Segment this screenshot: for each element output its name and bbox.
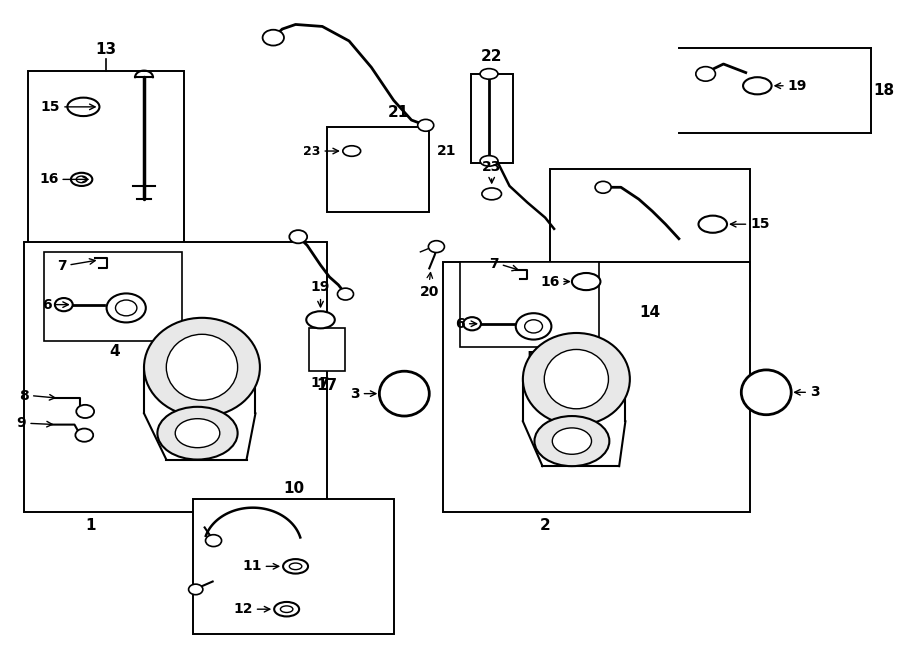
Circle shape	[76, 428, 94, 442]
Text: 22: 22	[481, 49, 502, 64]
Text: 2: 2	[540, 518, 551, 532]
Circle shape	[263, 30, 284, 46]
Text: 7: 7	[57, 260, 67, 273]
Text: 15: 15	[751, 217, 770, 231]
Text: 21: 21	[388, 105, 409, 120]
Circle shape	[189, 584, 202, 594]
Ellipse shape	[71, 173, 93, 186]
Circle shape	[205, 535, 221, 547]
Text: 4: 4	[109, 344, 120, 359]
Circle shape	[428, 241, 445, 252]
Text: 8: 8	[19, 389, 29, 402]
Text: 12: 12	[233, 602, 253, 616]
Text: 19: 19	[788, 79, 807, 93]
Text: 13: 13	[95, 42, 116, 58]
Ellipse shape	[743, 77, 771, 95]
Ellipse shape	[68, 97, 99, 116]
Text: 16: 16	[540, 275, 560, 289]
Circle shape	[696, 67, 716, 81]
Ellipse shape	[516, 313, 552, 340]
Text: 3: 3	[350, 387, 360, 401]
Circle shape	[76, 405, 94, 418]
Ellipse shape	[306, 311, 335, 328]
Text: 20: 20	[419, 285, 439, 299]
Ellipse shape	[115, 300, 137, 316]
Ellipse shape	[464, 317, 481, 330]
Text: 23: 23	[303, 144, 320, 158]
Text: 11: 11	[242, 559, 262, 573]
Ellipse shape	[553, 428, 591, 454]
Ellipse shape	[572, 273, 600, 290]
Ellipse shape	[55, 298, 73, 311]
Text: 18: 18	[873, 83, 895, 98]
Ellipse shape	[698, 216, 727, 233]
Circle shape	[418, 119, 434, 131]
Text: 7: 7	[490, 258, 499, 271]
Circle shape	[338, 288, 354, 300]
Ellipse shape	[523, 333, 630, 425]
Ellipse shape	[106, 293, 146, 322]
Text: 9: 9	[17, 416, 26, 430]
Circle shape	[595, 181, 611, 193]
Bar	[472, 74, 513, 163]
Ellipse shape	[535, 416, 609, 466]
Text: 6: 6	[41, 298, 51, 312]
Text: 17: 17	[316, 379, 338, 393]
Bar	[461, 261, 598, 348]
Text: 1: 1	[86, 518, 95, 532]
Bar	[44, 252, 183, 341]
Ellipse shape	[482, 188, 501, 200]
Ellipse shape	[144, 318, 260, 416]
Bar	[550, 169, 751, 301]
Ellipse shape	[742, 370, 791, 414]
Ellipse shape	[281, 606, 292, 612]
Bar	[309, 328, 345, 371]
Ellipse shape	[176, 418, 220, 448]
Text: 5: 5	[526, 351, 537, 366]
Bar	[23, 242, 327, 512]
Text: 3: 3	[810, 385, 820, 399]
Text: 10: 10	[284, 481, 304, 496]
Text: 17: 17	[310, 376, 330, 390]
Text: 14: 14	[640, 305, 661, 320]
Ellipse shape	[158, 407, 238, 459]
Ellipse shape	[380, 371, 429, 416]
Text: 15: 15	[40, 100, 60, 114]
Ellipse shape	[343, 146, 361, 156]
Ellipse shape	[525, 320, 543, 333]
Ellipse shape	[480, 156, 498, 166]
Text: 16: 16	[39, 172, 58, 187]
Circle shape	[289, 230, 307, 244]
Text: 23: 23	[482, 160, 501, 174]
Bar	[327, 126, 429, 213]
Text: 6: 6	[455, 316, 465, 331]
Ellipse shape	[480, 69, 498, 79]
Ellipse shape	[166, 334, 238, 401]
Ellipse shape	[284, 559, 308, 573]
Bar	[443, 261, 751, 512]
Ellipse shape	[274, 602, 299, 616]
Text: 21: 21	[436, 144, 456, 158]
Ellipse shape	[289, 563, 302, 569]
Bar	[193, 499, 393, 634]
Text: 19: 19	[310, 280, 330, 294]
Ellipse shape	[544, 350, 608, 409]
Bar	[28, 71, 184, 252]
Ellipse shape	[76, 176, 87, 183]
